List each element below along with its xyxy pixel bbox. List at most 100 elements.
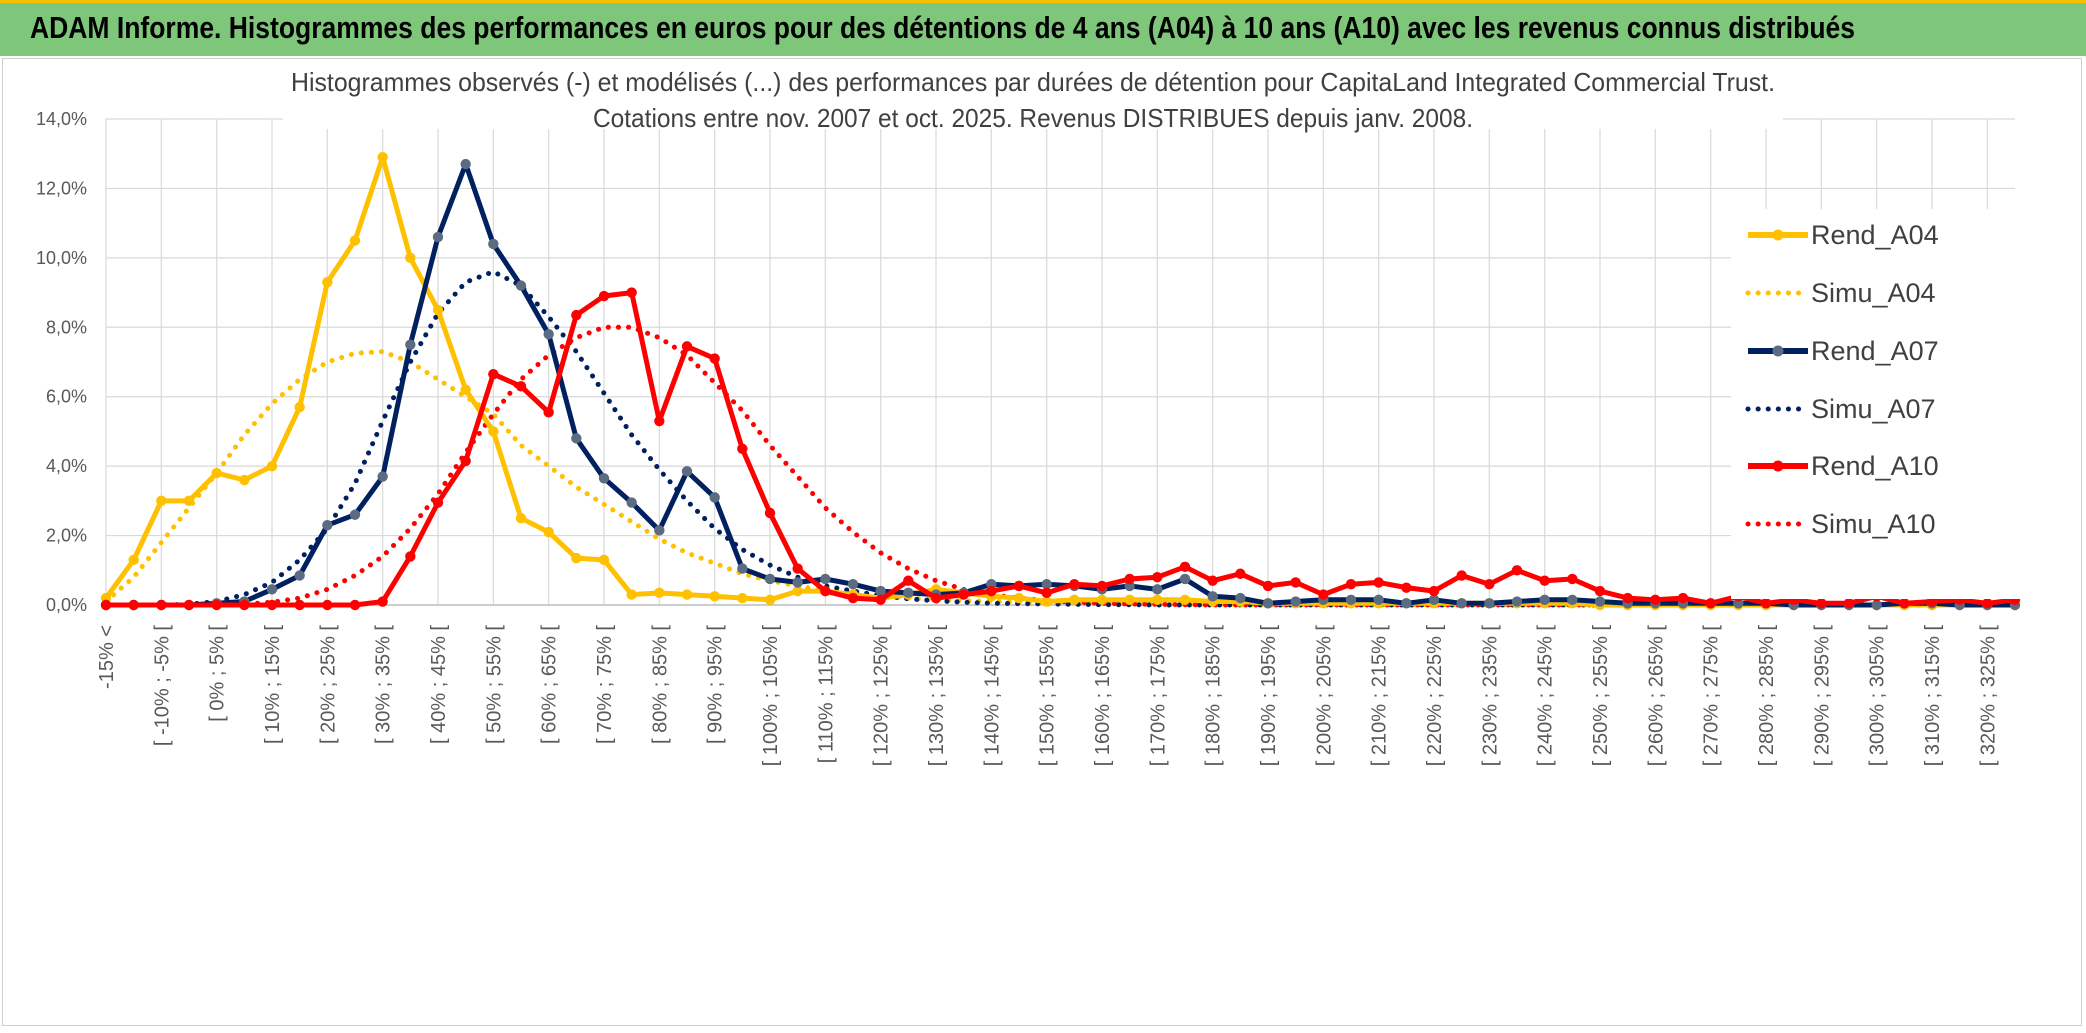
- data-point: [571, 309, 582, 321]
- data-point: [1567, 594, 1578, 605]
- x-tick-label: [ 150% ; 155% [: [1037, 625, 1059, 767]
- data-point: [737, 563, 748, 574]
- data-point: [681, 589, 693, 600]
- series-line: [103, 161, 2018, 608]
- data-point: [709, 591, 720, 602]
- data-point: [1539, 594, 1550, 605]
- data-point: [1428, 594, 1440, 605]
- data-point: [156, 495, 167, 507]
- data-point: [986, 585, 997, 597]
- data-point: [211, 467, 222, 479]
- data-point: [654, 415, 665, 427]
- series-line: [103, 154, 2018, 608]
- data-point: [654, 525, 665, 536]
- x-tick-label: [ 0% ; 5% [: [207, 625, 229, 722]
- series-rend-a10: [100, 287, 2021, 611]
- x-tick-label: [ 110% ; 115% [: [815, 625, 837, 764]
- data-point: [1318, 589, 1329, 600]
- data-point: [239, 599, 250, 611]
- x-tick-label: [ 210% ; 215% [: [1369, 625, 1391, 767]
- data-point: [1401, 582, 1412, 593]
- data-point: [1069, 578, 1080, 590]
- x-tick-label: [ 170% ; 175% [: [1147, 625, 1169, 767]
- data-point: [1843, 598, 1855, 609]
- data-point: [930, 592, 942, 604]
- x-tick-label: [ 270% ; 275% [: [1701, 625, 1723, 767]
- data-point: [1152, 594, 1163, 605]
- data-point: [875, 594, 886, 605]
- data-point: [1069, 594, 1080, 605]
- data-point: [515, 381, 527, 392]
- data-point: [156, 599, 167, 611]
- legend-marker: [1772, 460, 1784, 472]
- data-point: [1345, 578, 1357, 590]
- data-point: [792, 585, 803, 597]
- data-point: [1235, 568, 1246, 579]
- data-point: [266, 584, 278, 595]
- data-point: [432, 304, 444, 316]
- x-tick-label: [ 160% ; 165% [: [1092, 625, 1114, 767]
- data-point: [1594, 596, 1606, 607]
- data-point: [1013, 580, 1025, 592]
- x-tick-label: [ 140% ; 145% [: [981, 625, 1003, 767]
- data-point: [1899, 598, 1910, 609]
- x-tick-label: [ 290% ; 295% [: [1811, 625, 1833, 767]
- data-point: [377, 471, 388, 482]
- data-point: [1705, 598, 1716, 609]
- histogram-chart: 0,0% 2,0% 4,0% 6,0% 8,0% 10,0% 12,0% 14,0% -15%…: [36, 65, 2021, 767]
- data-point: [1428, 585, 1440, 597]
- legend-label: Rend_A10: [1811, 451, 1939, 481]
- data-point: [1484, 598, 1495, 609]
- data-point: [1373, 594, 1384, 605]
- data-point: [460, 455, 471, 467]
- y-tick-label: 6,0%: [46, 387, 87, 407]
- data-point: [515, 513, 527, 524]
- data-point: [1511, 596, 1523, 607]
- x-tick-label: [ 40% ; 45% [: [428, 625, 450, 744]
- data-point: [100, 599, 112, 611]
- x-tick-label: [ 90% ; 95% [: [705, 625, 727, 744]
- x-tick-label: [ 60% ; 65% [: [539, 625, 561, 744]
- x-tick-label: [ 240% ; 245% [: [1535, 625, 1557, 767]
- data-point: [294, 570, 305, 581]
- data-point: [543, 407, 554, 418]
- data-point: [1124, 594, 1135, 605]
- data-point: [764, 573, 776, 585]
- data-point: [737, 443, 748, 454]
- data-point: [543, 526, 554, 538]
- data-point: [820, 585, 831, 597]
- data-point: [1262, 598, 1274, 609]
- chart-title-line-2: Cotations entre nov. 2007 et oct. 2025. …: [593, 103, 1473, 133]
- data-point: [792, 563, 803, 574]
- data-point: [1290, 596, 1301, 607]
- data-point: [598, 473, 610, 484]
- chart-title-line-1: Histogrammes observés (-) et modélisés (…: [291, 67, 1775, 97]
- data-point: [903, 575, 914, 586]
- data-point: [183, 495, 195, 507]
- y-tick-label: 0,0%: [46, 595, 87, 615]
- data-point: [1401, 598, 1412, 609]
- series-layer: [100, 151, 2021, 611]
- data-point: [128, 599, 139, 611]
- data-point: [294, 599, 305, 611]
- data-point: [1456, 598, 1467, 609]
- data-point: [349, 235, 361, 246]
- data-point: [543, 329, 554, 340]
- data-point: [460, 158, 471, 170]
- x-tick-label: [ 320% ; 325% [: [1977, 625, 1999, 767]
- report-banner: ADAM Informe. Histogrammes des performan…: [0, 0, 2086, 56]
- legend-item-rend-a10: Rend_A10: [1748, 451, 1939, 481]
- legend-item-rend-a04: Rend_A04: [1748, 220, 1939, 250]
- data-point: [432, 497, 444, 508]
- x-tick-label: [ 230% ; 235% [: [1479, 625, 1501, 767]
- x-tick-label: [ 220% ; 225% [: [1424, 625, 1446, 767]
- report-title: ADAM Informe. Histogrammes des performan…: [30, 10, 1855, 45]
- data-point: [626, 497, 637, 508]
- data-point: [488, 368, 499, 380]
- data-point: [405, 339, 416, 350]
- data-point: [1511, 565, 1523, 576]
- y-tick-label: 4,0%: [46, 456, 87, 476]
- legend-label: Rend_A04: [1811, 220, 1939, 250]
- legend-item-rend-a07: Rend_A07: [1748, 336, 1939, 366]
- data-point: [1152, 584, 1163, 595]
